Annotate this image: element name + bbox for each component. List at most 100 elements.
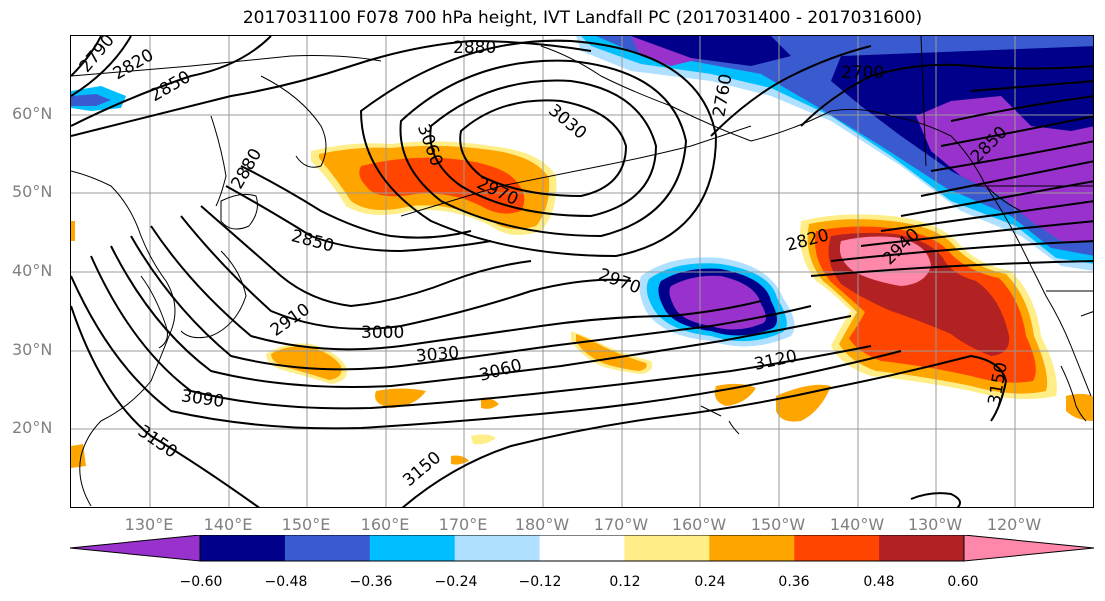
contour-label: 2700 (841, 63, 884, 83)
colorbar-tick: 0.24 (694, 574, 726, 590)
contour-ne-10 (810, 260, 1093, 277)
lon-label-170w: 170°W (593, 515, 649, 534)
neg-region-aleutian-navy (631, 36, 791, 66)
contour-2880-nw (71, 39, 592, 137)
colorbar-tick: −0.36 (349, 574, 393, 590)
contour-ne-8 (860, 220, 1093, 247)
contour-2850-nw (71, 36, 272, 127)
contour-2940-high (359, 39, 718, 258)
contour-label: 3060 (477, 355, 524, 386)
contour-label: 3150 (134, 421, 181, 462)
contour-ne-1 (970, 80, 1093, 92)
colorbar-tick: 0.48 (863, 574, 895, 590)
colorbar-segment (879, 535, 965, 561)
map-title: 2017031100 F078 700 hPa height, IVT Land… (242, 8, 923, 28)
contour-3060 (110, 245, 852, 388)
map-area: 2790 2820 2850 2880 2700 2760 2850 3030 … (70, 35, 1094, 508)
contour-label: 3030 (415, 343, 460, 367)
contour-label: 3150 (399, 448, 445, 491)
colorbar-outline (199, 535, 965, 562)
colorbar-segment (794, 535, 880, 561)
contour-3000 (150, 225, 762, 351)
pos-blob-east-1 (1066, 393, 1093, 421)
lon-label-130w: 130°W (907, 515, 963, 534)
coast-alaska (540, 45, 1022, 212)
contour-3150-w (71, 305, 260, 507)
colorbar-tick: −0.48 (264, 574, 308, 590)
colorbar-segment (200, 535, 286, 561)
lon-label-140w: 140°W (829, 515, 885, 534)
contour-3000-high (429, 79, 658, 218)
ivt-shading (71, 36, 1093, 468)
lat-label-20n: 20°N (12, 418, 53, 437)
coast-asia (71, 170, 176, 507)
coast-nw-america (985, 185, 1092, 397)
height-contours (71, 36, 1093, 507)
contour-3030-high (459, 99, 628, 198)
contour-3030 (130, 235, 812, 371)
contour-3120 (71, 275, 902, 430)
canada-border (920, 36, 1093, 187)
contour-2790 (71, 36, 102, 77)
coast-japan (180, 250, 247, 339)
contour-2700 (800, 63, 1093, 127)
contour-label: 2880 (227, 145, 266, 192)
colorbar-tick: 0.36 (778, 574, 810, 590)
coast-sakhalin (210, 115, 227, 207)
pos-blob-w-1 (71, 221, 75, 241)
pos-blob-ar-pink (839, 236, 931, 286)
pos-blob-sw-6 (451, 455, 469, 465)
pos-blob-sw-2 (375, 388, 426, 408)
lat-label-50n: 50°N (12, 182, 53, 201)
contour-label: 3000 (361, 323, 404, 343)
contour-2760 (710, 45, 872, 137)
pos-blob-sw-5 (471, 434, 496, 445)
contour-2820-nw (71, 36, 132, 97)
pos-blob-sw-1-orange (271, 346, 342, 380)
contour-ne-2 (950, 95, 1093, 122)
coast-aleutians (400, 125, 752, 217)
contour-low-se (910, 492, 961, 507)
lon-label-150e: 150°E (281, 515, 331, 534)
colorbar-tick: −0.12 (518, 574, 562, 590)
colorbar-tick: 0.12 (609, 574, 641, 590)
contour-label: 3090 (180, 386, 226, 412)
lon-label-140e: 140°E (203, 515, 253, 534)
contour-trough-2 (225, 185, 492, 253)
contour-ne-4 (930, 140, 1093, 172)
coastlines (71, 36, 1093, 507)
pos-blob-mid-3 (776, 384, 831, 422)
lon-label-180w: 180°W (514, 515, 570, 534)
colorbar-segments (70, 535, 1095, 562)
colorbar-segment (709, 535, 795, 561)
lat-label-60n: 60°N (12, 104, 53, 123)
contour-label: 2850 (289, 226, 336, 257)
colorbar-segment (624, 535, 710, 561)
contour-ne-3 (940, 115, 1093, 147)
neg-blob-central-purple (669, 275, 766, 330)
contour-2910 (200, 205, 532, 308)
colorbar-extend-max (963, 535, 1095, 562)
contour-trough-1 (240, 165, 472, 239)
lon-label-120w: 120°W (986, 515, 1042, 534)
map-canvas: 2790 2820 2850 2880 2700 2760 2850 3030 … (71, 36, 1093, 507)
colorbar-segment (454, 535, 541, 561)
pos-blob-mid-1-orange (576, 334, 647, 371)
contour-ne-6 (900, 180, 1093, 217)
colorbar-tick: −0.24 (434, 574, 478, 590)
contour-2970-high (399, 59, 688, 238)
lon-label-130e: 130°E (124, 515, 174, 534)
pos-blob-sw-3 (481, 397, 499, 409)
contour-label: 2880 (453, 38, 496, 58)
pos-blob-northwest-redorange (359, 157, 525, 214)
colorbar-extend-min (70, 535, 201, 562)
contour-label: 2970 (596, 265, 643, 299)
lat-label-40n: 40°N (12, 261, 53, 280)
coast-kamchatka (260, 75, 327, 168)
colorbar-segment (539, 535, 625, 561)
lon-label-150w: 150°W (750, 515, 806, 534)
contour-ne-5 (920, 160, 1093, 197)
contour-label: 2850 (147, 67, 194, 106)
contour-2970-w (180, 215, 632, 330)
graticule (71, 36, 1093, 507)
